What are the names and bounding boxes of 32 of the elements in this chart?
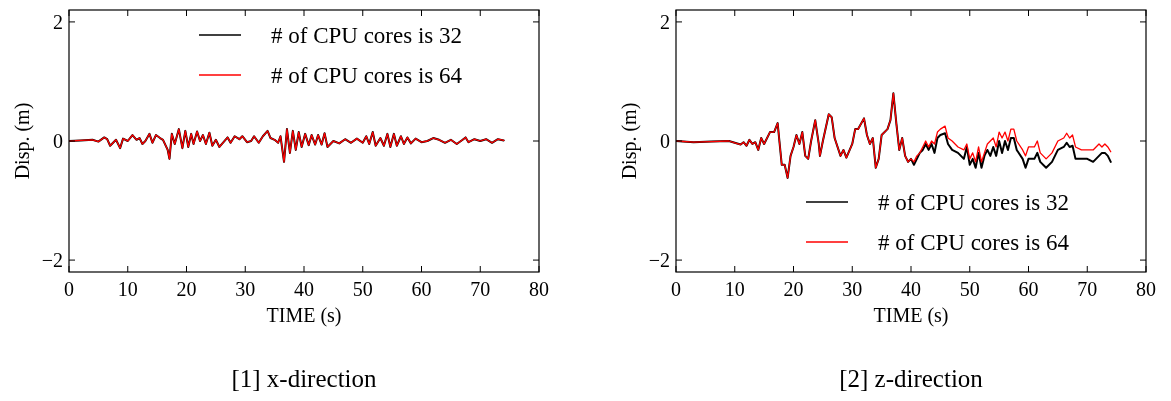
x-tick-label: 40 bbox=[901, 278, 921, 300]
text: [1] x-direction bbox=[231, 365, 378, 392]
x-axis-title: TIME (s) bbox=[266, 304, 342, 327]
legend-label: # of CPU cores is 64 bbox=[271, 63, 463, 88]
x-tick-label: 20 bbox=[176, 278, 197, 300]
x-tick-label: 60 bbox=[1018, 278, 1039, 300]
x-tick-label: 70 bbox=[1077, 278, 1098, 300]
y-tick-label: 2 bbox=[660, 10, 670, 33]
y-axis-title: Disp. (m) bbox=[618, 102, 641, 180]
x-tick-label: 30 bbox=[235, 278, 256, 300]
legend-label: # of CPU cores is 32 bbox=[878, 190, 1070, 215]
x-tick-label: 10 bbox=[724, 278, 745, 300]
y-tick-label: 2 bbox=[53, 10, 63, 33]
legend-label: # of CPU cores is 32 bbox=[271, 23, 463, 48]
y-tick-label: 0 bbox=[660, 130, 670, 152]
x-tick-label: 50 bbox=[352, 278, 373, 300]
x-tick-label: 30 bbox=[842, 278, 863, 300]
x-tick-label: 40 bbox=[294, 278, 314, 300]
y-tick-label: −2 bbox=[41, 249, 63, 272]
y-tick-label: −2 bbox=[648, 249, 670, 272]
x-tick-label: 10 bbox=[117, 278, 138, 300]
x-tick-label: 80 bbox=[529, 278, 549, 300]
x-tick-label: 50 bbox=[959, 278, 980, 300]
x-axis-title: TIME (s) bbox=[873, 304, 949, 327]
x-tick-label: 20 bbox=[783, 278, 804, 300]
y-tick-label: 0 bbox=[53, 130, 63, 152]
text: [2] z-direction bbox=[839, 365, 984, 392]
x-tick-label: 70 bbox=[470, 278, 491, 300]
y-axis-title: Disp. (m) bbox=[11, 102, 34, 180]
x-tick-label: 80 bbox=[1136, 278, 1156, 300]
legend-label: # of CPU cores is 64 bbox=[878, 230, 1070, 255]
x-tick-label: 60 bbox=[411, 278, 432, 300]
